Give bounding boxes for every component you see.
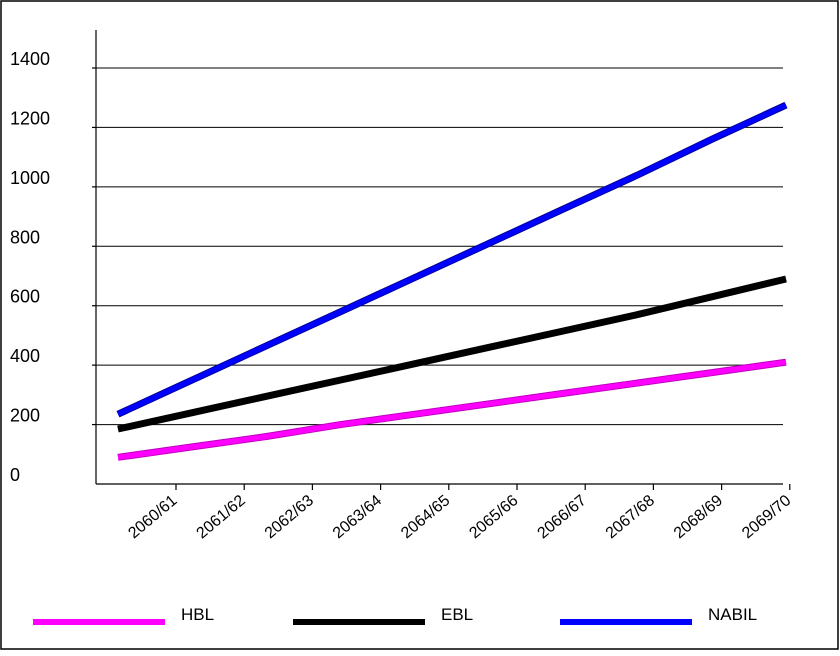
series-line-hbl [117,359,787,460]
legend-label-ebl: EBL [441,605,473,624]
gridlines [96,67,783,426]
y-tick-label: 200 [10,406,40,426]
legend: HBL EBL NABIL [33,605,757,625]
legend-label-hbl: HBL [181,605,214,624]
y-tick-label: 400 [10,346,40,366]
legend-label-nabil: NABIL [708,605,757,624]
y-tick-label: 600 [10,287,40,307]
y-tick-label: 1200 [10,108,50,128]
series-lines [116,101,788,461]
y-tick-label: 800 [10,227,40,247]
series-line-ebl [117,276,787,432]
y-tick-label: 1400 [10,49,50,69]
series-line-nabil [116,102,788,417]
y-tick-label: 0 [10,465,20,485]
y-tick-label: 1000 [10,168,50,188]
